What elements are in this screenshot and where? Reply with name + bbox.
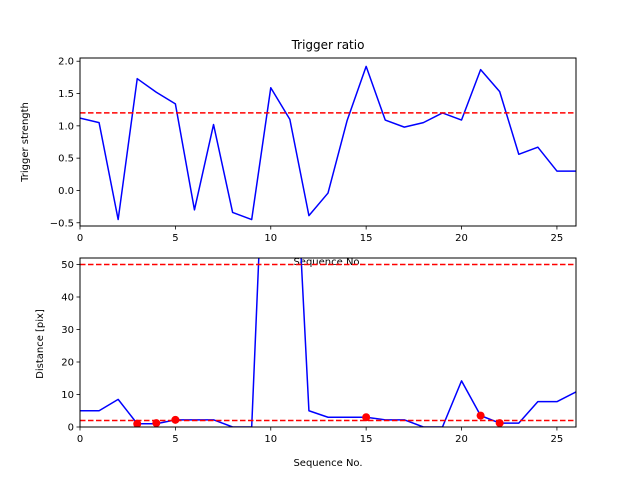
- data-marker: [133, 419, 142, 427]
- plot-frame: [79, 257, 577, 428]
- x-tick-label: 25: [551, 434, 564, 445]
- x-axis-label: Sequence No.: [293, 257, 362, 268]
- data-marker: [476, 411, 485, 420]
- y-tick-label: −0.5: [50, 218, 74, 229]
- plot-area: [80, 258, 576, 427]
- plot-area: [80, 65, 576, 221]
- x-axis-label: Sequence No.: [293, 458, 362, 469]
- distance-subplot: Distance [pix] Sequence No. 0 5 10 15 20 25 0 1…: [35, 257, 577, 469]
- x-tick-label: 10: [264, 233, 277, 244]
- y-tick-label: 1.5: [58, 89, 74, 100]
- y-tick-label: 1.0: [58, 121, 74, 132]
- x-tick-label: 25: [551, 233, 564, 244]
- y-axis-label: Distance [pix]: [35, 309, 46, 379]
- axis-ticks: 0 5 10 15 20 25 −0.5 0.0 0.5 1.0 1.5 2.0: [50, 57, 564, 244]
- y-tick-label: 10: [61, 390, 74, 401]
- x-tick-label: 15: [360, 233, 373, 244]
- axis-ticks: 0 5 10 15 20 25 0 10 20 30 40 50: [61, 260, 563, 445]
- y-tick-label: 2.0: [58, 57, 74, 68]
- trigger-ratio-subplot: Trigger ratio Trigger strength Sequence …: [20, 38, 577, 268]
- y-tick-label: 0: [68, 423, 74, 434]
- data-marker: [362, 413, 371, 422]
- x-tick-label: 10: [264, 434, 277, 445]
- x-tick-label: 0: [77, 233, 83, 244]
- y-axis-label: Trigger strength: [20, 102, 31, 183]
- plot-frame: [79, 57, 577, 227]
- data-marker: [152, 419, 161, 427]
- data-marker: [171, 415, 180, 424]
- y-tick-label: 0.0: [58, 186, 74, 197]
- x-tick-label: 5: [172, 233, 178, 244]
- x-tick-label: 20: [455, 233, 468, 244]
- chart-title: Trigger ratio: [291, 38, 365, 52]
- x-tick-label: 20: [455, 434, 468, 445]
- y-tick-label: 30: [61, 325, 74, 336]
- y-tick-label: 40: [61, 293, 74, 304]
- x-tick-label: 0: [77, 434, 83, 445]
- x-tick-label: 15: [360, 434, 373, 445]
- x-tick-label: 5: [172, 434, 178, 445]
- y-tick-label: 20: [61, 358, 74, 369]
- data-marker: [495, 419, 504, 427]
- y-tick-label: 50: [61, 260, 74, 271]
- series-line: [80, 65, 576, 221]
- y-tick-label: 0.5: [58, 154, 74, 165]
